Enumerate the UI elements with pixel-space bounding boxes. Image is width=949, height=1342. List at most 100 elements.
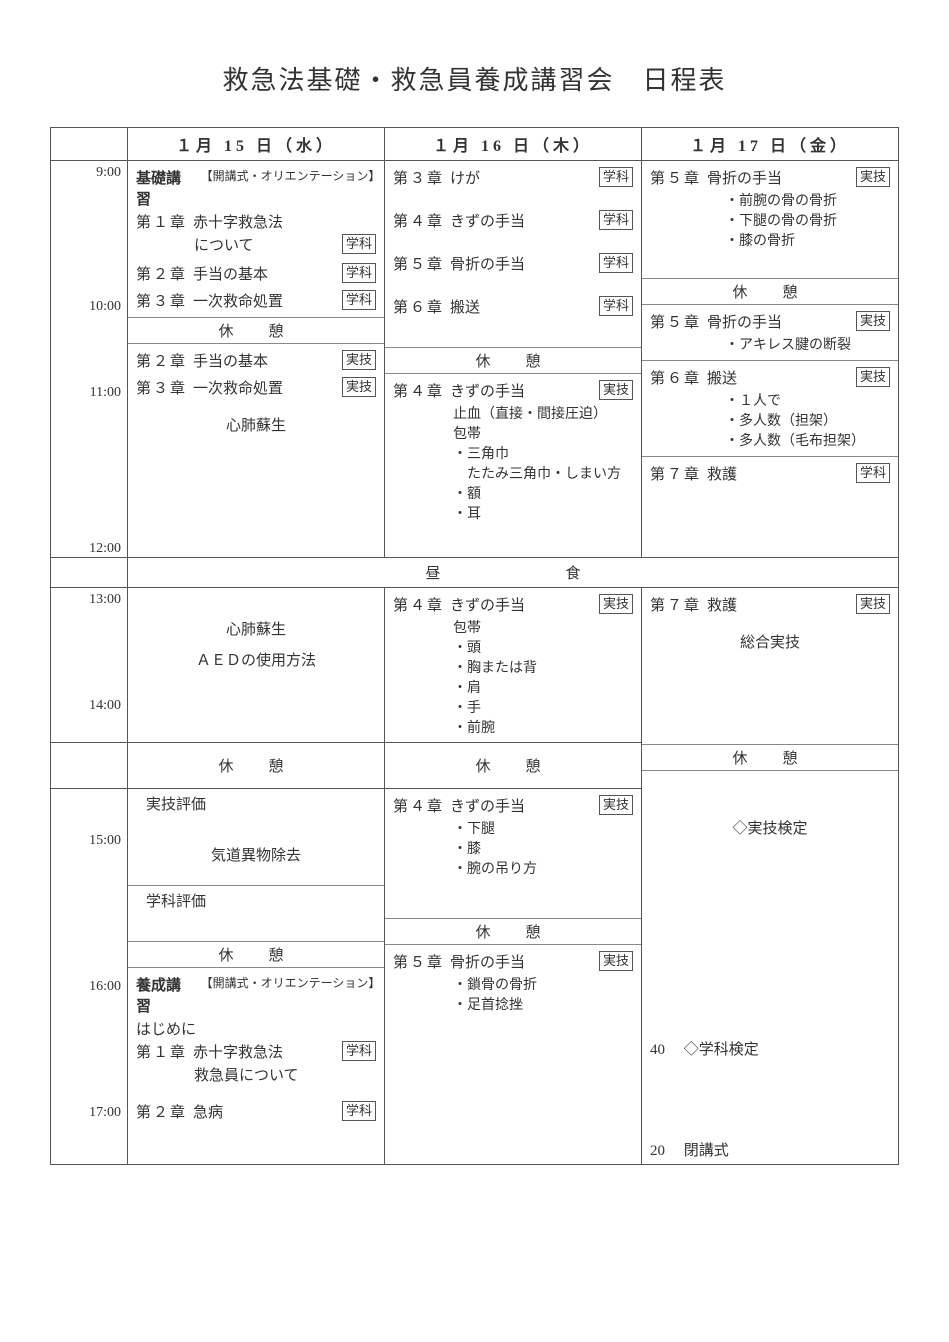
d3-c7-block: 第７章 救護 学科 [642,456,898,484]
d2-shiketsu: 止血（直接・間接圧迫） [453,403,633,423]
page-title: 救急法基礎・救急員養成講習会 日程表 [50,60,899,97]
lunch-row: 昼 食 [51,558,899,588]
d2-hotai: 包帯 [453,423,633,443]
day2-pm1: 第４章 きずの手当 実技 包帯 ・頭 ・胸または背 ・肩 ・手 ・前腕 [385,588,642,743]
schedule-table: １月 15 日（水） １月 16 日（木） １月 17 日（金） 9:00 10… [50,127,899,1165]
d3-jkentei: ◇実技検定 [650,817,890,838]
d2-c4: 第４章 きずの手当 学科 [393,210,633,231]
d1-c1-chap: 第１章 [136,211,187,232]
tag-jitsugi: 実技 [342,377,376,397]
break: 休 憩 [128,317,384,344]
d3-tanin1: ・多人数（担架） [725,410,890,430]
day2-morning: 第３章 けが 学科 第４章 きずの手当 学科 第５章 骨折の手当 学科 第６章 … [385,161,642,558]
d2-sakotsu: ・鎖骨の骨折 [453,974,633,994]
d2-c4-title: きずの手当 [450,210,593,231]
d3-zenwan: ・前腕の骨の骨折 [725,190,890,210]
time-1400: 14:00 [51,698,121,714]
time-1600: 16:00 [51,979,121,995]
tag-gakka: 学科 [342,263,376,283]
d1-cpr2: 心肺蘇生 [136,618,376,639]
d2-c6-title: 搬送 [450,296,593,317]
d1-c3: 第３章 一次救命処置 学科 [136,290,376,311]
d2-zenwan: ・前腕 [453,717,633,737]
morning-row: 9:00 10:00 11:00 12:00 基礎講習 【開講式・オリエンテーシ… [51,161,899,558]
d3-heiko: 閉講式 [684,1143,729,1159]
d2-kata: ・肩 [453,677,633,697]
d3-gkentei-row: 40 ◇学科検定 [650,1038,890,1059]
break: 休 憩 [385,918,641,945]
d2-c3-chap: 第３章 [393,167,444,188]
d2-c5-chap: 第５章 [393,253,444,274]
tag-jitsugi: 実技 [342,350,376,370]
kiso-label: 基礎講習 [136,167,195,209]
d3-heiko-num: 20 [650,1143,680,1160]
d2-c5: 第５章 骨折の手当 学科 [393,253,633,274]
d1-kido: 気道異物除去 [136,844,376,865]
d3-c7-title: 救護 [707,463,850,484]
d1-ghyo: 学科評価 [146,890,376,911]
d2-mune: ・胸または背 [453,657,633,677]
day1-break: 休 憩 [128,743,385,789]
d1-c2: 第２章 手当の基本 学科 [136,263,376,284]
d3-hiza: ・膝の骨折 [725,230,890,250]
d2-c5-title: 骨折の手当 [450,253,593,274]
tag-gakka: 学科 [342,1101,376,1121]
d2-c5j-chap: 第５章 [393,951,444,972]
d1-c2-title: 手当の基本 [193,263,336,284]
kiso-header: 基礎講習 【開講式・オリエンテーション】 [136,167,376,209]
time-1500: 15:00 [51,833,121,849]
lunch-cell: 昼 食 [128,558,899,588]
time-pm2: 15:00 16:00 17:00 [51,789,128,1165]
d2-c4j-chap: 第４章 [393,380,444,401]
d1-c1b: について 学科 [194,234,376,255]
time-pm1: 13:00 14:00 [51,588,128,743]
d3-gkentei: ◇学科検定 [684,1042,759,1058]
day1-pm2: 実技評価 気道異物除去 学科評価 休 憩 養成講習 【開講式・オリエンテーション… [128,789,385,1165]
d3-c6: 第６章 搬送 実技 [650,367,890,388]
tag-gakka: 学科 [342,1041,376,1061]
d1-c1: 第１章 赤十字救急法 [136,211,376,232]
d3-c5-chap: 第５章 [650,167,701,188]
d2-sankaku: ・三角巾 [453,443,633,463]
time-header-empty [51,128,128,161]
d2-c4j3: 第４章 きずの手当 実技 [393,795,633,816]
d1-c2j-title: 手当の基本 [193,350,336,371]
d2-c4j2-chap: 第４章 [393,594,444,615]
time-1300: 13:00 [51,592,121,608]
d2-c4-chap: 第４章 [393,210,444,231]
day3-pm: 第７章 救護 実技 総合実技 休 憩 ◇実技検定 40 ◇学科検定 20 閉講式 [642,588,899,1165]
d3-katai: ・下腿の骨の骨折 [725,210,890,230]
yosei-sub: 【開講式・オリエンテーション】 [201,974,376,991]
d3-sogo: 総合実技 [650,631,890,652]
time-1000: 10:00 [51,299,121,315]
d1-c2j: 第２章 手当の基本 実技 [136,350,376,371]
d1-ghyo-block: 学科評価 [128,885,384,911]
d3-c5b-chap: 第５章 [650,311,701,332]
break: 休 憩 [642,744,898,771]
time-1100: 11:00 [51,385,121,401]
d2-atama: ・頭 [453,637,633,657]
d2-c4j2: 第４章 きずの手当 実技 [393,594,633,615]
break: 休 憩 [128,941,384,968]
d2-hotai2: 包帯 [453,617,633,637]
tag-jitsugi: 実技 [856,367,890,387]
time-1700: 17:00 [51,1105,121,1121]
d2-katai: ・下腿 [453,818,633,838]
d3-c5b: 第５章 骨折の手当 実技 [650,311,890,332]
d3-achilles: ・アキレス腱の断裂 [725,334,890,354]
kiso-sub: 【開講式・オリエンテーション】 [201,167,376,184]
d2-c5j: 第５章 骨折の手当 実技 [393,951,633,972]
time-lunch [51,558,128,588]
d1-cpr: 心肺蘇生 [136,414,376,435]
d3-tanin2: ・多人数（毛布担架） [725,430,890,450]
d1-aed: ＡＥＤの使用方法 [136,649,376,670]
day3-header: １月 17 日（金） [642,128,899,161]
d2-c5j-title: 骨折の手当 [450,951,593,972]
d1-c3j-title: 一次救命処置 [193,377,336,398]
tag-gakka: 学科 [342,234,376,254]
d1-yc1-title2: 救急員について [194,1064,376,1085]
d2-mimi: ・耳 [453,503,633,523]
tag-jitsugi: 実技 [856,311,890,331]
d1-c3-title: 一次救命処置 [193,290,336,311]
header-row: １月 15 日（水） １月 16 日（木） １月 17 日（金） [51,128,899,161]
